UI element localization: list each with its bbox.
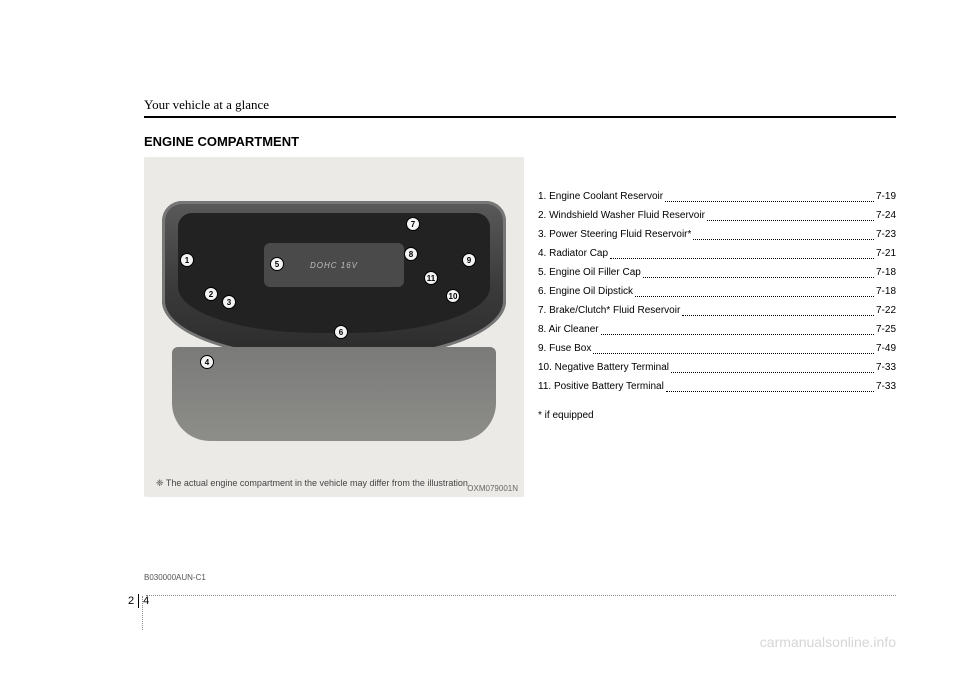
list-item-label: 5. Engine Oil Filler Cap	[538, 263, 641, 282]
figure-note: ❈ The actual engine compartment in the v…	[156, 478, 470, 489]
list-item: 2. Windshield Washer Fluid Reservoir 7-2…	[538, 206, 896, 225]
list-item: 10. Negative Battery Terminal 7-33	[538, 358, 896, 377]
list-item-label: 4. Radiator Cap	[538, 244, 608, 263]
callout-5: 5	[270, 257, 284, 271]
callout-8: 8	[404, 247, 418, 261]
list-item-dots	[635, 282, 874, 297]
list-item-page: 7-25	[876, 320, 896, 339]
manual-page: Your vehicle at a glance ENGINE COMPARTM…	[0, 0, 960, 678]
list-item-dots	[643, 263, 874, 278]
list-item-label: 11. Positive Battery Terminal	[538, 377, 664, 396]
list-item: 6. Engine Oil Dipstick 7-18	[538, 282, 896, 301]
callout-9: 9	[462, 253, 476, 267]
callout-6: 6	[334, 325, 348, 339]
list-item-page: 7-49	[876, 339, 896, 358]
callout-4: 4	[200, 355, 214, 369]
list-item-page: 7-22	[876, 301, 896, 320]
list-item-dots	[601, 320, 874, 335]
list-item-dots	[671, 358, 874, 373]
callout-1: 1	[180, 253, 194, 267]
list-item-dots	[682, 301, 874, 316]
list-item-page: 7-23	[876, 225, 896, 244]
list-item-page: 7-21	[876, 244, 896, 263]
list-item-page: 7-33	[876, 358, 896, 377]
page-number: 2 4	[128, 594, 149, 608]
list-item: 4. Radiator Cap 7-21	[538, 244, 896, 263]
list-item-label: 10. Negative Battery Terminal	[538, 358, 669, 377]
list-item-label: 1. Engine Coolant Reservoir	[538, 187, 663, 206]
callout-3: 3	[222, 295, 236, 309]
callout-10: 10	[446, 289, 460, 303]
list-item-page: 7-18	[876, 282, 896, 301]
callout-2: 2	[204, 287, 218, 301]
list-item-dots	[707, 206, 874, 221]
page-chapter: 2	[128, 595, 134, 607]
figure-code: OXM079001N	[467, 484, 518, 493]
list-item-label: 8. Air Cleaner	[538, 320, 599, 339]
list-item-dots	[593, 339, 874, 354]
list-footnote: * if equipped	[538, 406, 896, 425]
callout-7: 7	[406, 217, 420, 231]
list-item-page: 7-19	[876, 187, 896, 206]
list-item-label: 9. Fuse Box	[538, 339, 591, 358]
list-item: 11. Positive Battery Terminal 7-33	[538, 377, 896, 396]
list-item-label: 7. Brake/Clutch* Fluid Reservoir	[538, 301, 680, 320]
list-item-label: 3. Power Steering Fluid Reservoir*	[538, 225, 691, 244]
section-title: ENGINE COMPARTMENT	[144, 134, 896, 149]
list-item-dots	[693, 225, 874, 240]
list-item: 8. Air Cleaner 7-25	[538, 320, 896, 339]
engine-figure: DOHC 16V 1234567891011 ❈ The actual engi…	[144, 157, 524, 497]
list-item-dots	[666, 377, 874, 392]
list-item: 7. Brake/Clutch* Fluid Reservoir 7-22	[538, 301, 896, 320]
doc-code: B030000AUN-C1	[144, 573, 206, 582]
content-row: DOHC 16V 1234567891011 ❈ The actual engi…	[144, 157, 896, 497]
front-panel	[172, 347, 496, 441]
page-page: 4	[143, 595, 149, 607]
list-item-label: 2. Windshield Washer Fluid Reservoir	[538, 206, 705, 225]
list-item: 1. Engine Coolant Reservoir 7-19	[538, 187, 896, 206]
footer-dotted-rule-h	[146, 595, 896, 596]
list-item: 3. Power Steering Fluid Reservoir* 7-23	[538, 225, 896, 244]
list-item-page: 7-18	[876, 263, 896, 282]
list-item-label: 6. Engine Oil Dipstick	[538, 282, 633, 301]
list-item-dots	[665, 187, 874, 202]
callout-11: 11	[424, 271, 438, 285]
list-item: 9. Fuse Box 7-49	[538, 339, 896, 358]
list-item-page: 7-33	[876, 377, 896, 396]
watermark: carmanualsonline.info	[760, 634, 896, 650]
engine-block-label: DOHC 16V	[264, 243, 404, 287]
component-list: 1. Engine Coolant Reservoir 7-192. Winds…	[538, 157, 896, 425]
header-rule: Your vehicle at a glance	[144, 96, 896, 118]
list-item-page: 7-24	[876, 206, 896, 225]
list-item-dots	[610, 244, 874, 259]
list-item: 5. Engine Oil Filler Cap 7-18	[538, 263, 896, 282]
header-title: Your vehicle at a glance	[144, 97, 269, 112]
page-number-sep	[138, 594, 139, 608]
